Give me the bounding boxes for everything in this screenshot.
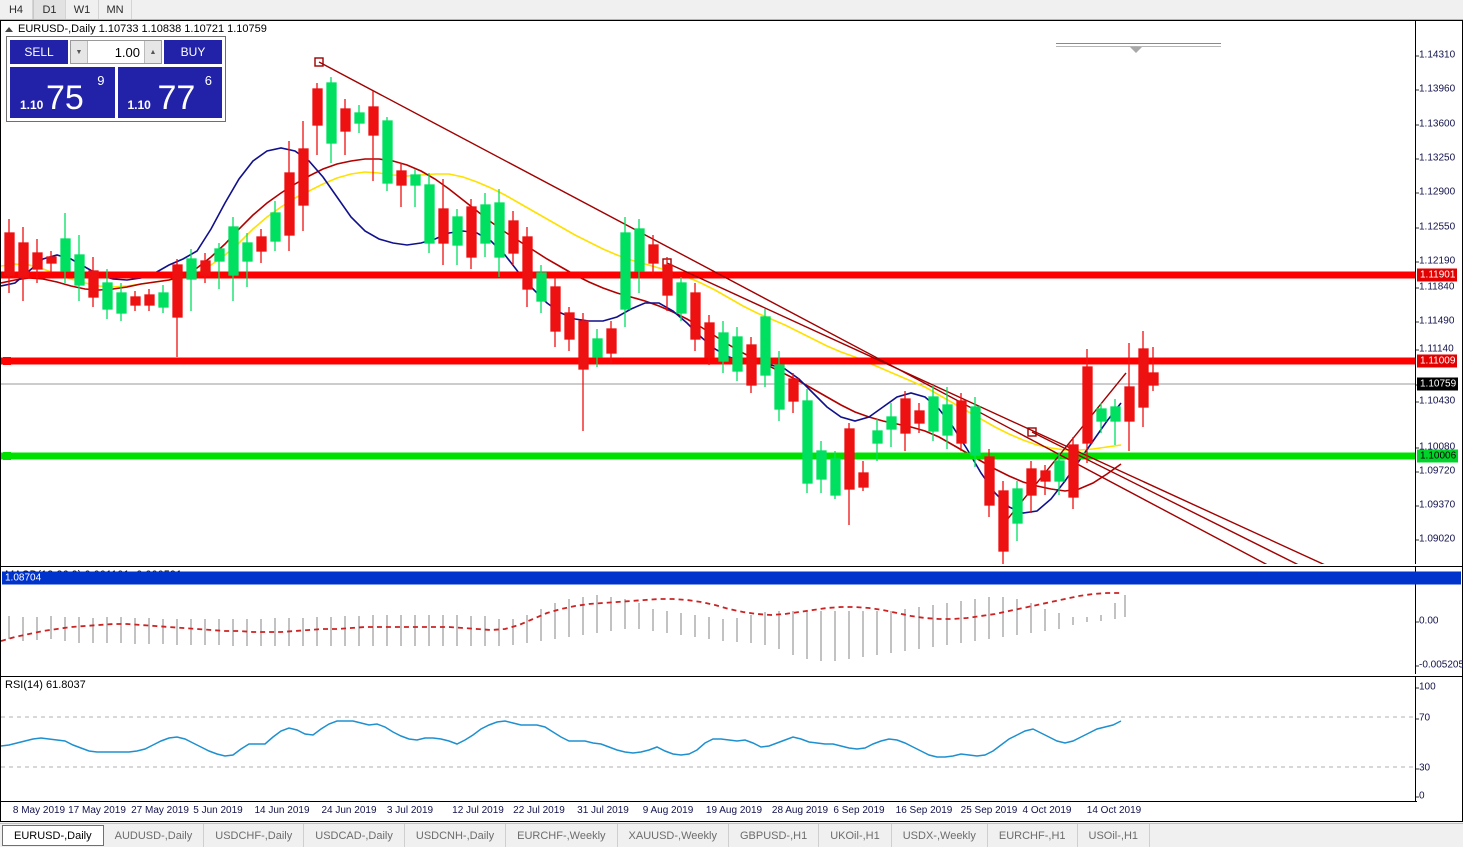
volume-increase-icon[interactable]: ▲ (144, 41, 161, 63)
chart-tab-xauusd-weekly[interactable]: XAUUSD-,Weekly (618, 824, 729, 847)
resistance-badge-1: 1.11901 (1417, 268, 1458, 282)
time-label: 14 Oct 2019 (1086, 805, 1142, 816)
price-pane[interactable] (1, 21, 1417, 564)
time-label: 31 Jul 2019 (577, 805, 629, 816)
price-tick: 1.14310 (1415, 49, 1456, 61)
price-plot (1, 57, 1417, 564)
sell-price-pip: 9 (97, 73, 105, 88)
chart-tab-usdcnh-daily[interactable]: USDCNH-,Daily (405, 824, 507, 847)
rsi-tick: 70 (1415, 712, 1431, 724)
rsi-pane[interactable]: RSI(14) 61.8037 (1, 676, 1417, 801)
timeframe-d1[interactable]: D1 (33, 0, 66, 19)
price-tick: 1.13600 (1415, 118, 1456, 130)
price-tick: 1.09020 (1415, 533, 1456, 545)
price-tick: 1.12900 (1415, 186, 1456, 198)
time-label: 9 Aug 2019 (642, 805, 694, 816)
rsi-scale: 100 70 30 0 (1415, 676, 1462, 802)
price-tick: 1.10080 (1415, 441, 1456, 453)
price-tick: 1.11490 (1415, 315, 1455, 327)
chart-tab-usoil-h1[interactable]: USOil-,H1 (1078, 824, 1151, 847)
time-label: 12 Jul 2019 (452, 805, 504, 816)
sell-price-prefix: 1.10 (20, 98, 44, 112)
chart-tab-ukoil-h1[interactable]: UKOil-,H1 (819, 824, 892, 847)
chart-tab-usdcad-daily[interactable]: USDCAD-,Daily (304, 824, 405, 847)
buy-price-main: 77 (157, 79, 196, 117)
time-label: 25 Sep 2019 (960, 805, 1018, 816)
macd-plot (1, 592, 1126, 661)
price-tick: 1.11840 (1415, 281, 1455, 293)
price-tick: 1.13250 (1415, 152, 1456, 164)
price-tick: 1.10430 (1415, 395, 1456, 407)
scroll-thumb-triangle-icon[interactable] (1130, 47, 1142, 53)
time-label: 14 Jun 2019 (254, 805, 310, 816)
price-tick: 1.12190 (1415, 255, 1456, 267)
timeframe-mn[interactable]: MN (99, 0, 132, 19)
chart-tab-gbpusd-h1[interactable]: GBPUSD-,H1 (729, 824, 820, 847)
chart-symbol-header: EURUSD-,Daily 1.10733 1.10838 1.10721 1.… (5, 23, 267, 35)
price-tick: 1.13960 (1415, 83, 1456, 95)
occ-price-row: 1.10 75 9 1.10 77 6 (7, 67, 225, 121)
time-label: 5 Jun 2019 (193, 805, 243, 816)
timeframe-toolbar: H4 D1 W1 MN (0, 0, 1463, 20)
chart-tab-eurchf-weekly[interactable]: EURCHF-,Weekly (506, 824, 618, 847)
time-label: 28 Aug 2019 (771, 805, 829, 816)
rsi-tick: 30 (1415, 762, 1431, 774)
buy-price-prefix: 1.10 (127, 98, 151, 112)
current-price-badge: 1.10759 (1417, 377, 1459, 391)
chart-tab-eurchf-h1[interactable]: EURCHF-,H1 (988, 824, 1078, 847)
buy-price-box[interactable]: 1.10 77 6 (117, 67, 222, 118)
volume-decrease-icon[interactable]: ▼ (71, 41, 88, 63)
rsi-plot (1, 716, 1417, 768)
scroll-track-upper (1056, 43, 1221, 44)
volume-stepper[interactable]: ▼ 1.00 ▲ (70, 40, 162, 64)
price-tick: 1.11140 (1416, 343, 1454, 355)
time-scale[interactable]: 8 May 2019 17 May 2019 27 May 2019 5 Jun… (1, 801, 1417, 821)
buy-price-pip: 6 (204, 73, 212, 88)
sell-price-box[interactable]: 1.10 75 9 (10, 67, 115, 118)
time-label: 16 Sep 2019 (895, 805, 953, 816)
chart-scroll-handle[interactable] (1056, 42, 1221, 54)
occ-top-row: SELL ▼ 1.00 ▲ BUY (7, 37, 225, 67)
time-label: 4 Oct 2019 (1022, 805, 1072, 816)
scroll-track-lower (1056, 46, 1221, 47)
chart-tab-eurusd-daily[interactable]: EURUSD-,Daily (2, 825, 104, 846)
price-tick: 1.09720 (1415, 465, 1456, 477)
chart-tab-bar: EURUSD-,Daily AUDUSD-,Daily USDCHF-,Dail… (0, 823, 1463, 847)
support-badge-green: 1.10006 (1417, 449, 1459, 463)
time-label: 22 Jul 2019 (513, 805, 565, 816)
timeframe-w1[interactable]: W1 (66, 0, 99, 19)
rsi-tick: 0 (1416, 790, 1425, 802)
sell-button[interactable]: SELL (10, 40, 68, 64)
time-label: 6 Sep 2019 (833, 805, 885, 816)
buy-button[interactable]: BUY (164, 40, 222, 64)
macd-tick: -0.005205 (1415, 659, 1463, 671)
time-label: 8 May 2019 (12, 805, 66, 816)
time-label: 24 Jun 2019 (321, 805, 377, 816)
chart-tab-audusd-daily[interactable]: AUDUSD-,Daily (104, 824, 205, 847)
sell-price-main: 75 (46, 79, 84, 117)
price-scale[interactable]: 1.14310 1.13960 1.13600 1.13250 1.12900 … (1415, 21, 1462, 564)
one-click-trading-panel[interactable]: SELL ▼ 1.00 ▲ BUY 1.10 75 9 1.10 77 6 (6, 36, 226, 122)
rsi-tick: 100 (1416, 681, 1436, 693)
chart-window: EURUSD-,Daily 1.10733 1.10838 1.10721 1.… (0, 20, 1463, 822)
time-label: 3 Jul 2019 (386, 805, 434, 816)
collapse-triangle-icon[interactable] (5, 26, 13, 32)
volume-input[interactable]: 1.00 (114, 44, 140, 60)
time-label: 27 May 2019 (131, 805, 189, 816)
rsi-label: RSI(14) 61.8037 (5, 679, 86, 691)
resistance-badge-2: 1.11009 (1417, 354, 1458, 368)
chart-symbol-ohlc-text: EURUSD-,Daily 1.10733 1.10838 1.10721 1.… (18, 23, 267, 35)
time-label: 19 Aug 2019 (705, 805, 763, 816)
chart-tab-usdchf-daily[interactable]: USDCHF-,Daily (204, 824, 305, 847)
timeframe-h4[interactable]: H4 (0, 0, 33, 19)
toolbar-spacer (132, 0, 1463, 19)
time-label: 17 May 2019 (68, 805, 126, 816)
price-tick: 1.09370 (1415, 499, 1456, 511)
macd-tick: 0.00 (1415, 615, 1439, 627)
chart-tab-usdx-weekly[interactable]: USDX-,Weekly (892, 824, 988, 847)
price-tick: 1.12550 (1415, 221, 1456, 233)
support-badge-blue: 1.08704 (2, 571, 1461, 585)
